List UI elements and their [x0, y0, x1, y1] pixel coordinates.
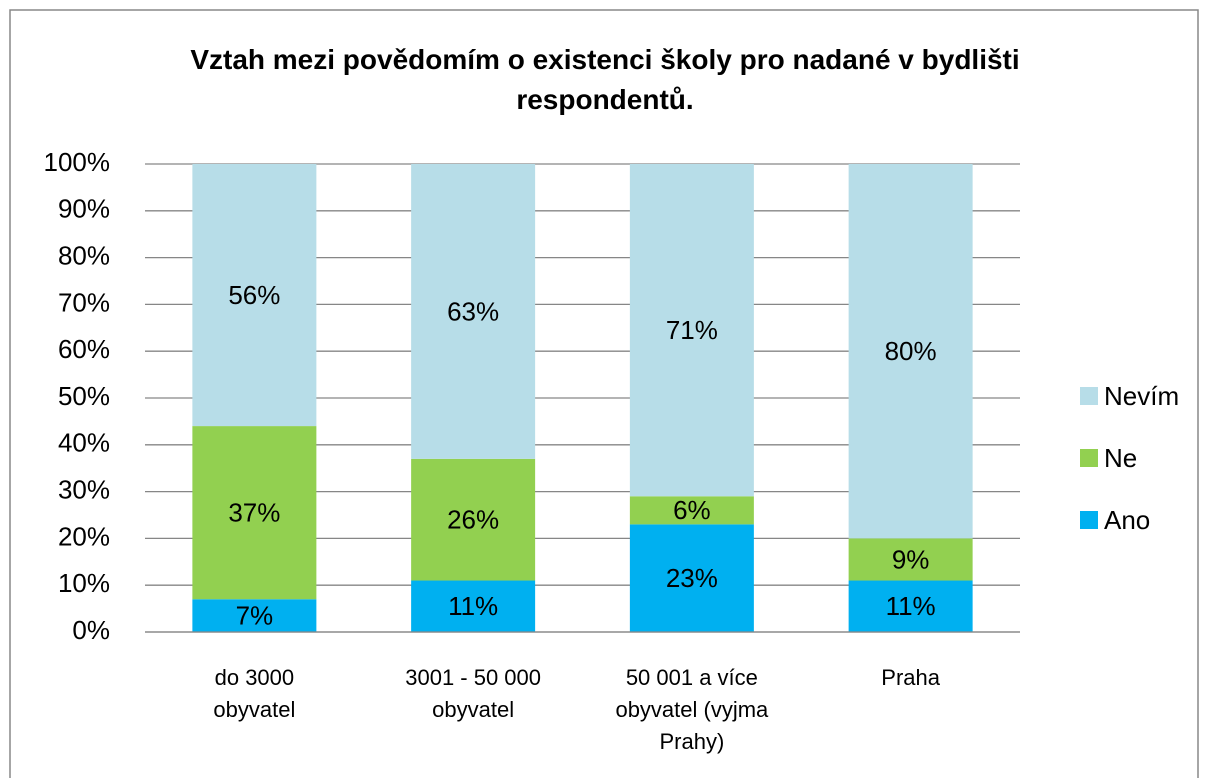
y-tick-label: 100% [44, 147, 111, 177]
legend-label: Nevím [1104, 381, 1179, 411]
x-tick-label: 3001 - 50 000 obyvatel [405, 665, 542, 722]
x-tick-label: Praha [881, 665, 940, 690]
data-label: 9% [892, 544, 930, 574]
legend-swatch [1080, 511, 1098, 529]
data-label: 56% [228, 280, 280, 310]
data-label: 11% [448, 591, 498, 621]
data-label: 23% [666, 563, 718, 593]
bar-segment [629, 496, 754, 525]
bar-segment [411, 164, 536, 459]
chart-frame [9, 9, 1199, 778]
y-tick-label: 70% [58, 287, 110, 317]
bar-segment [848, 580, 973, 632]
legend-label: Ano [1104, 505, 1150, 535]
bar-segment [629, 164, 754, 497]
bar-segment [411, 458, 536, 581]
y-tick-label: 20% [58, 521, 110, 551]
bar-segment [192, 599, 317, 632]
y-tick-label: 40% [58, 428, 110, 458]
y-tick-label: 0% [72, 615, 110, 645]
bar-segment [192, 426, 317, 600]
bar-segment [411, 580, 536, 632]
bar-segment [629, 524, 754, 632]
chart-title: Vztah mezi povědomím o existenci školy p… [190, 44, 1020, 115]
bar-segment [192, 164, 317, 427]
data-label: 6% [673, 495, 711, 525]
data-label: 11% [886, 591, 936, 621]
data-label: 71% [666, 315, 718, 345]
x-tick-label: 50 001 a více obyvatel (vyjma Prahy) [615, 665, 769, 754]
data-label: 80% [885, 336, 937, 366]
legend-label: Ne [1104, 443, 1137, 473]
legend-swatch [1080, 449, 1098, 467]
legend-swatch [1080, 387, 1098, 405]
bar-segment [848, 164, 973, 539]
y-tick-label: 30% [58, 474, 110, 504]
y-tick-label: 60% [58, 334, 110, 364]
y-tick-label: 50% [58, 381, 110, 411]
data-label: 63% [447, 296, 499, 326]
x-tick-label: do 3000 obyvatel [213, 665, 296, 722]
bar-segment [848, 538, 973, 581]
y-tick-label: 10% [58, 568, 110, 598]
y-tick-label: 90% [58, 194, 110, 224]
data-label: 7% [236, 600, 274, 630]
data-label: 37% [228, 498, 280, 528]
data-label: 26% [447, 505, 499, 535]
y-tick-label: 80% [58, 240, 110, 270]
